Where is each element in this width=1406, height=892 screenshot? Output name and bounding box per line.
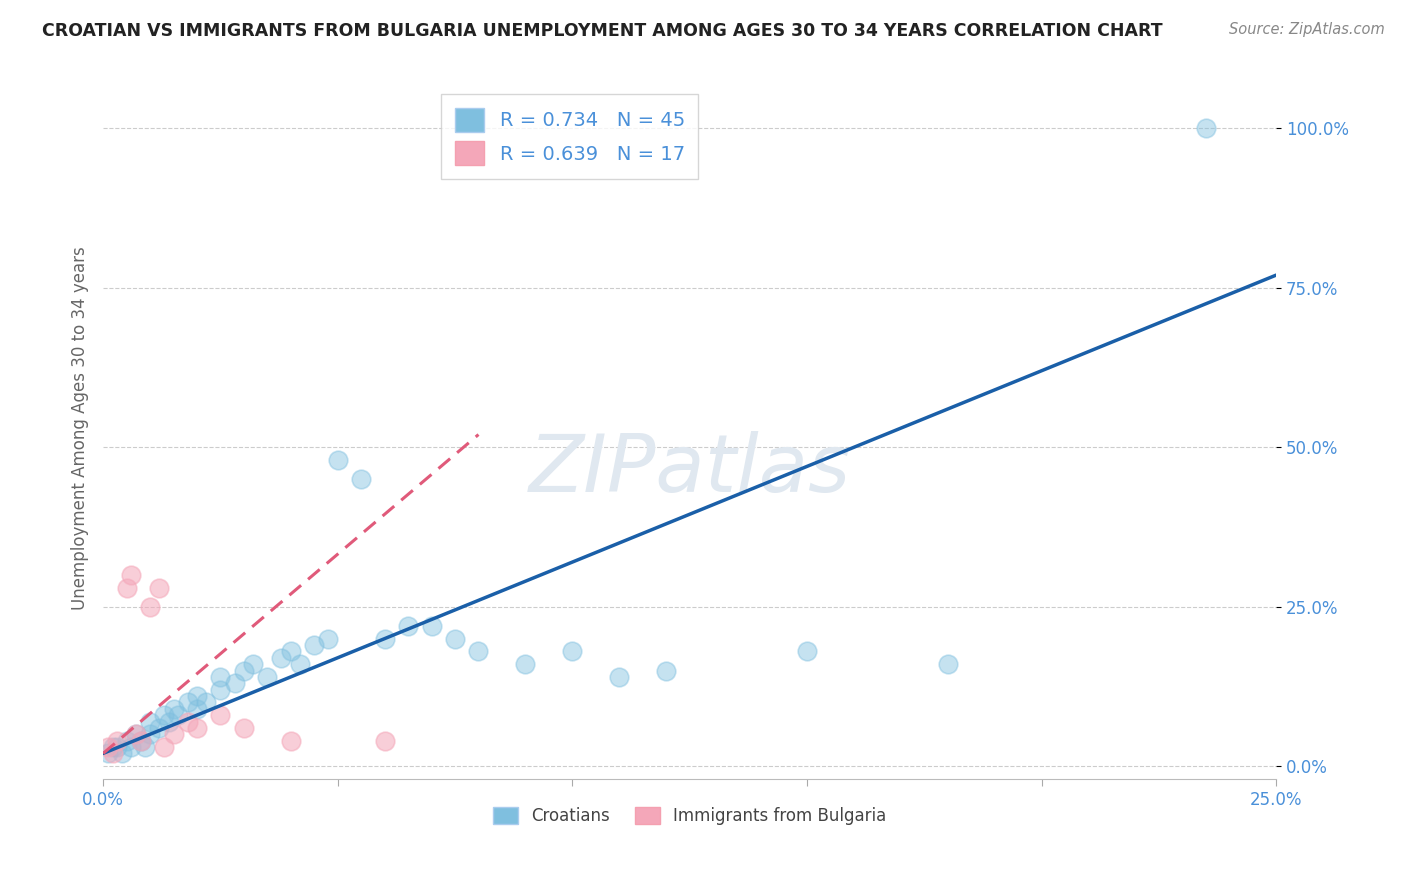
Point	[125, 727, 148, 741]
Point	[176, 714, 198, 729]
Point	[242, 657, 264, 672]
Point	[280, 733, 302, 747]
Point	[97, 739, 120, 754]
Point	[232, 664, 254, 678]
Point	[120, 567, 142, 582]
Point	[232, 721, 254, 735]
Point	[280, 644, 302, 658]
Point	[157, 714, 180, 729]
Point	[186, 721, 208, 735]
Point	[153, 739, 176, 754]
Point	[129, 733, 152, 747]
Point	[420, 619, 443, 633]
Point	[467, 644, 489, 658]
Point	[167, 708, 190, 723]
Point	[350, 472, 373, 486]
Point	[111, 747, 134, 761]
Point	[162, 727, 184, 741]
Point	[105, 733, 128, 747]
Point	[115, 581, 138, 595]
Point	[304, 638, 326, 652]
Point	[607, 670, 630, 684]
Point	[120, 739, 142, 754]
Point	[176, 695, 198, 709]
Point	[1195, 121, 1218, 136]
Legend: Croatians, Immigrants from Bulgaria: Croatians, Immigrants from Bulgaria	[485, 799, 894, 834]
Point	[139, 727, 162, 741]
Point	[139, 714, 162, 729]
Point	[515, 657, 537, 672]
Point	[209, 708, 232, 723]
Point	[290, 657, 312, 672]
Point	[561, 644, 583, 658]
Point	[153, 708, 176, 723]
Point	[318, 632, 340, 646]
Point	[374, 632, 396, 646]
Point	[209, 670, 232, 684]
Point	[125, 727, 148, 741]
Point	[270, 650, 292, 665]
Point	[195, 695, 218, 709]
Point	[796, 644, 818, 658]
Point	[101, 747, 124, 761]
Point	[148, 721, 170, 735]
Point	[186, 689, 208, 703]
Point	[134, 739, 156, 754]
Point	[396, 619, 419, 633]
Point	[105, 739, 128, 754]
Point	[186, 702, 208, 716]
Point	[444, 632, 467, 646]
Point	[115, 733, 138, 747]
Point	[256, 670, 278, 684]
Point	[129, 733, 152, 747]
Point	[162, 702, 184, 716]
Point	[936, 657, 959, 672]
Point	[374, 733, 396, 747]
Point	[326, 453, 349, 467]
Text: Source: ZipAtlas.com: Source: ZipAtlas.com	[1229, 22, 1385, 37]
Point	[101, 739, 124, 754]
Text: CROATIAN VS IMMIGRANTS FROM BULGARIA UNEMPLOYMENT AMONG AGES 30 TO 34 YEARS CORR: CROATIAN VS IMMIGRANTS FROM BULGARIA UNE…	[42, 22, 1163, 40]
Point	[97, 747, 120, 761]
Point	[655, 664, 678, 678]
Y-axis label: Unemployment Among Ages 30 to 34 years: Unemployment Among Ages 30 to 34 years	[72, 246, 89, 610]
Text: ZIPatlas: ZIPatlas	[529, 431, 851, 509]
Point	[148, 581, 170, 595]
Point	[209, 682, 232, 697]
Point	[139, 599, 162, 614]
Point	[224, 676, 246, 690]
